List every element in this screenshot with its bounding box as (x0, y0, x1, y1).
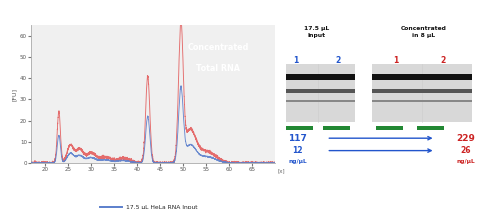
Text: 2: 2 (335, 56, 340, 65)
Text: 12: 12 (292, 146, 303, 155)
Bar (280, 89, 355, 93)
Text: ng/μL: ng/μL (457, 159, 475, 164)
Text: 1: 1 (393, 56, 398, 65)
Text: 2: 2 (441, 56, 446, 65)
Bar (417, 126, 444, 130)
Bar (372, 89, 472, 93)
Text: 1: 1 (293, 56, 299, 65)
Text: [x]: [x] (278, 168, 285, 173)
Bar (280, 74, 355, 80)
Bar (372, 64, 472, 122)
Bar (372, 74, 472, 80)
Y-axis label: [FU]: [FU] (12, 88, 17, 101)
Text: 117: 117 (288, 134, 307, 143)
Text: ng/μL: ng/μL (288, 159, 307, 164)
Text: 17.5 μL
Input: 17.5 μL Input (304, 27, 329, 38)
Text: 26: 26 (461, 146, 471, 155)
Bar (280, 64, 355, 122)
Bar (376, 126, 403, 130)
Bar (324, 126, 350, 130)
Text: 229: 229 (456, 134, 476, 143)
Text: Concentrated
in 8 μL: Concentrated in 8 μL (401, 27, 447, 38)
Bar (286, 126, 313, 130)
Text: 17.5 μL HeLa RNA Input: 17.5 μL HeLa RNA Input (126, 205, 198, 209)
Bar (372, 100, 472, 102)
Bar (280, 100, 355, 102)
